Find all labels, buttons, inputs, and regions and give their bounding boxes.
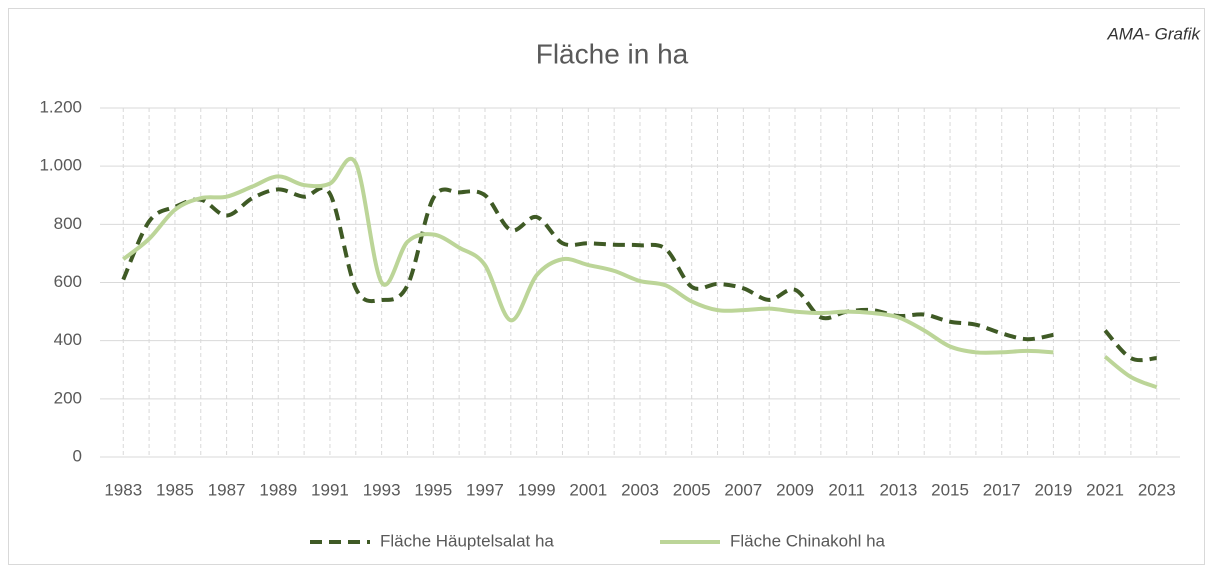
x-tick-label: 2011	[828, 480, 865, 499]
x-tick-label: 1995	[414, 480, 452, 499]
chart-title: Fläche in ha	[536, 38, 689, 69]
x-tick-label: 1987	[208, 480, 246, 499]
x-tick-label: 1989	[259, 480, 297, 499]
x-tick-label: 1997	[466, 480, 504, 499]
legend-label: Fläche Häuptelsalat ha	[380, 531, 554, 550]
legend-label: Fläche Chinakohl ha	[730, 531, 886, 550]
x-tick-label: 1993	[363, 480, 401, 499]
x-tick-label: 1983	[104, 480, 142, 499]
y-tick-label: 1.000	[39, 156, 82, 175]
x-tick-label: 2013	[879, 480, 917, 499]
x-tick-label: 2005	[673, 480, 711, 499]
x-tick-label: 2007	[724, 480, 762, 499]
x-tick-label: 2001	[569, 480, 607, 499]
x-tick-label: 2015	[931, 480, 969, 499]
y-tick-label: 1.200	[39, 97, 82, 116]
x-tick-label: 2019	[1034, 480, 1072, 499]
y-tick-label: 400	[54, 330, 82, 349]
chart-frame	[8, 8, 1205, 565]
annotation: AMA- Grafik	[1106, 24, 1201, 43]
x-tick-label: 2023	[1138, 480, 1176, 499]
x-tick-label: 2003	[621, 480, 659, 499]
x-tick-label: 1991	[311, 480, 349, 499]
y-tick-label: 0	[73, 446, 82, 465]
x-tick-label: 1999	[518, 480, 556, 499]
series-line	[122, 156, 1158, 390]
y-tick-label: 200	[54, 388, 82, 407]
x-tick-label: 1985	[156, 480, 194, 499]
x-tick-label: 2017	[983, 480, 1021, 499]
x-tick-label: 2021	[1086, 480, 1124, 499]
x-tick-label: 2009	[776, 480, 814, 499]
y-tick-label: 800	[54, 214, 82, 233]
y-tick-label: 600	[54, 272, 82, 291]
